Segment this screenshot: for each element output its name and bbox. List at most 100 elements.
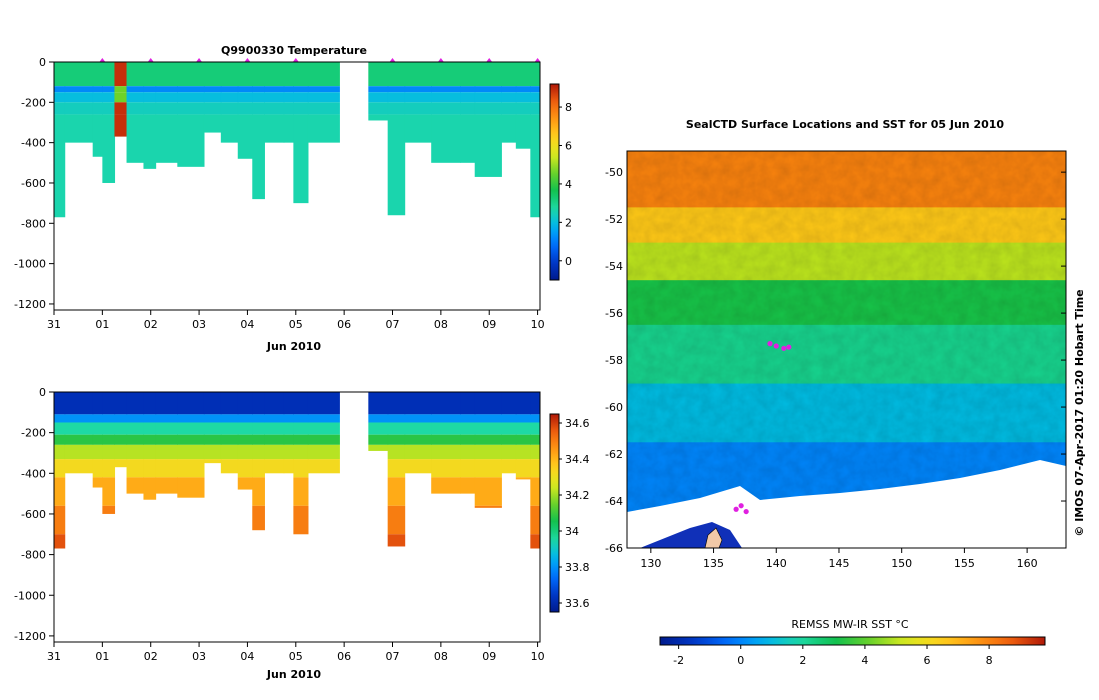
t-profile-5-layer-0 [126,62,145,87]
s-profile-23-layer-5 [501,459,517,474]
s-profile-4-layer-3 [114,434,128,445]
s-profile-3-layer-2 [102,422,116,435]
t-xtick-label: 04 [240,318,254,331]
map-xtick-label: 130 [640,557,661,570]
s-profile-16-layer-2 [307,422,340,435]
t-profile-23-layer-0 [501,62,517,87]
t-profile-6-layer-4 [143,114,157,169]
t-profile-15-layer-3 [293,102,309,115]
s-profile-25-layer-2 [530,422,540,435]
s-profile-6-layer-5 [143,459,157,478]
profile-marker [534,58,541,62]
s-colorbar-label: 33.6 [565,597,590,610]
sst-zone-3 [627,280,1066,326]
s-profile-6-layer-4 [143,444,157,460]
t-profile-8-layer-2 [177,92,205,103]
map-xtick-label: 160 [1017,557,1038,570]
s-profile-20-layer-5 [431,459,461,478]
s-profile-14-layer-5 [283,459,294,474]
s-profile-18-layer-1 [387,414,406,423]
t-profile-9-layer-3 [203,102,222,115]
s-profile-3-layer-0 [102,392,116,415]
t-profile-21-layer-2 [460,92,476,103]
s-profile-24-layer-0 [515,392,531,415]
seal-location-point [743,508,749,515]
s-profile-9-layer-2 [203,422,222,435]
s-profile-5-layer-2 [126,422,145,435]
s-profile-2-layer-4 [92,444,103,460]
s-profile-0-layer-2 [54,422,66,435]
t-profile-19-layer-0 [404,62,432,87]
s-ytick-label: -200 [21,427,46,440]
s-profile-17-layer-1 [368,414,389,423]
map-xtick-label: 135 [703,557,724,570]
s-profile-22-layer-7 [474,505,502,508]
s-profile-20-layer-3 [431,434,461,445]
s-profile-1-layer-4 [64,444,94,460]
s-profile-19-layer-4 [404,444,432,460]
t-profile-20-layer-4 [431,114,461,163]
s-ytick-label: -400 [21,467,46,480]
s-profile-8-layer-3 [177,434,205,445]
sst-colorbar-tick-label: -2 [673,654,684,667]
t-xtick-label: 10 [531,318,545,331]
s-profile-10-layer-1 [220,414,239,423]
s-profile-16-layer-4 [307,444,340,460]
s-profile-6-layer-6 [143,477,157,500]
s-profile-14-layer-1 [283,414,294,423]
t-profile-8-layer-1 [177,86,205,93]
profile-marker [486,58,493,62]
t-colorbar-label: 4 [565,178,572,191]
t-profile-11-layer-1 [237,86,253,93]
s-profile-14-layer-0 [283,392,294,415]
seal-location-point [773,343,779,349]
t-colorbar-label: 8 [565,101,572,114]
copyright-caption: © IMOS 07-Apr-2017 01:20 Hobart Time [1073,289,1086,536]
t-profile-15-layer-4 [293,114,309,204]
t-profile-4-layer-2 [114,92,128,103]
t-profile-21-layer-0 [460,62,476,87]
s-profile-24-layer-4 [515,444,531,460]
t-profile-5-layer-4 [126,114,145,163]
t-profile-13-layer-3 [264,102,285,115]
s-profile-9-layer-3 [203,434,222,445]
s-profile-17-layer-0 [368,392,389,415]
s-profile-2-layer-0 [92,392,103,415]
s-profile-1-layer-5 [64,459,94,474]
t-profile-19-layer-2 [404,92,432,103]
map-ytick-label: -58 [605,354,623,367]
t-profile-14-layer-1 [283,86,294,93]
s-profile-7-layer-2 [155,422,178,435]
s-profile-12-layer-3 [252,434,265,445]
t-colorbar-label: 0 [565,255,572,268]
t-profile-18-layer-4 [387,114,406,216]
map-ytick-label: -50 [605,166,623,179]
t-profile-10-layer-2 [220,92,239,103]
t-profile-21-layer-3 [460,102,476,115]
s-profile-10-layer-0 [220,392,239,415]
s-profile-5-layer-5 [126,459,145,478]
temperature-frame [53,61,541,311]
sst-colorbar-tick-label: 2 [799,654,806,667]
s-profile-22-layer-0 [474,392,502,415]
s-profile-25-layer-4 [530,444,540,460]
s-profile-13-layer-1 [264,414,285,423]
s-xtick-label: 06 [337,650,351,663]
temperature-xlabel: Jun 2010 [266,340,322,353]
t-profile-11-layer-3 [237,102,253,115]
sst-map-frame [626,150,1067,549]
s-xtick-label: 05 [289,650,303,663]
sst-zone-5 [627,383,1066,444]
s-profile-20-layer-1 [431,414,461,423]
t-profile-17-layer-4 [368,114,389,121]
s-xtick-label: 10 [531,650,545,663]
s-profile-3-layer-6 [102,477,116,506]
t-profile-12-layer-1 [252,86,265,93]
t-ytick-label: -1200 [14,298,46,311]
t-profile-17-layer-2 [368,92,389,103]
s-profile-0-layer-6 [54,477,66,506]
s-profile-22-layer-1 [474,414,502,423]
